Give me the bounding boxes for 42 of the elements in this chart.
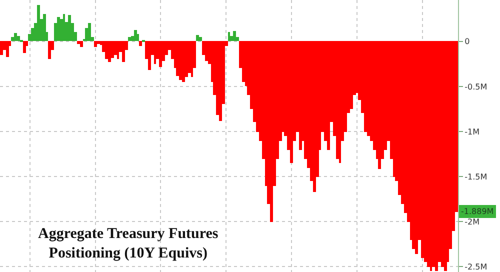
bar (77, 41, 80, 44)
bar (68, 15, 71, 41)
y-tick-label: 0 (464, 37, 470, 46)
bar (0, 41, 3, 55)
bar (137, 34, 139, 41)
bar (43, 14, 46, 41)
bar (14, 33, 17, 41)
bar (117, 41, 119, 59)
bar (37, 5, 40, 41)
y-tick-label: -2.5M (464, 262, 488, 272)
bar (6, 41, 9, 57)
bar (139, 41, 142, 46)
text: Aggregate Treasury Futures Positioning (10Y Equivs) (38, 226, 218, 262)
y-tick-label: -2M (464, 217, 480, 226)
annotation: -1.889M (461, 207, 494, 216)
bar (148, 41, 151, 70)
bar (94, 41, 97, 47)
bar (128, 37, 131, 41)
bar (154, 41, 156, 64)
bar (176, 41, 179, 76)
bar (134, 30, 137, 41)
bar (159, 41, 162, 67)
bar (11, 37, 14, 41)
bar (88, 23, 91, 41)
y-tick-label: -0.5M (464, 82, 488, 92)
y-tick-label: -1.5M (464, 172, 488, 182)
bar (242, 41, 245, 82)
y-tick-label: -1M (464, 127, 480, 136)
bar (228, 32, 230, 41)
bar (48, 41, 51, 59)
bar (233, 31, 236, 41)
bar (196, 35, 199, 41)
bar (57, 17, 60, 41)
bar (122, 41, 125, 62)
bar (97, 41, 100, 44)
bar (105, 41, 108, 59)
bar (199, 37, 202, 41)
bar (23, 41, 26, 53)
bar (205, 41, 208, 61)
bar (17, 36, 20, 41)
bar (63, 14, 65, 41)
bar (80, 41, 83, 47)
